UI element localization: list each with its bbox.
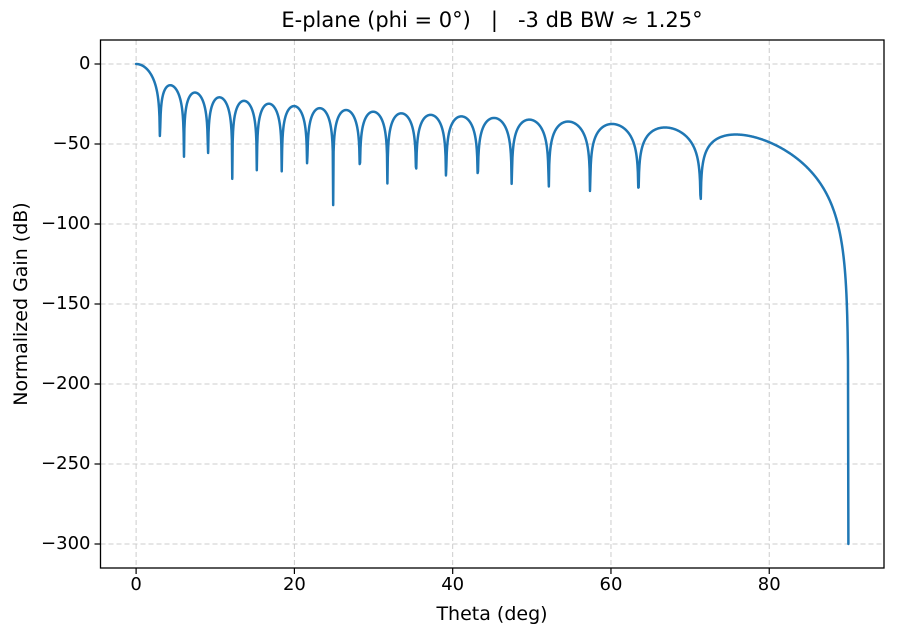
x-tick-label: 80: [757, 574, 781, 595]
y-tick-label: −250: [41, 453, 91, 474]
y-tick-label: 0: [79, 53, 91, 74]
y-tick-label: −50: [52, 133, 91, 154]
x-tick-label: 60: [599, 574, 623, 595]
x-tick-label: 40: [441, 574, 465, 595]
x-tick-label: 20: [282, 574, 306, 595]
x-axis-label: Theta (deg): [436, 603, 548, 625]
pattern-curve: [134, 62, 850, 546]
x-tick-label: 0: [130, 574, 142, 595]
y-axis-label: Normalized Gain (dB): [10, 202, 32, 406]
y-tick-label: −200: [41, 373, 91, 394]
chart-title: E-plane (phi = 0°) | -3 dB BW ≈ 1.25°: [281, 8, 703, 32]
y-tick-label: −150: [41, 293, 91, 314]
y-tick-label: −300: [41, 533, 91, 554]
y-tick-label: −100: [41, 213, 91, 234]
